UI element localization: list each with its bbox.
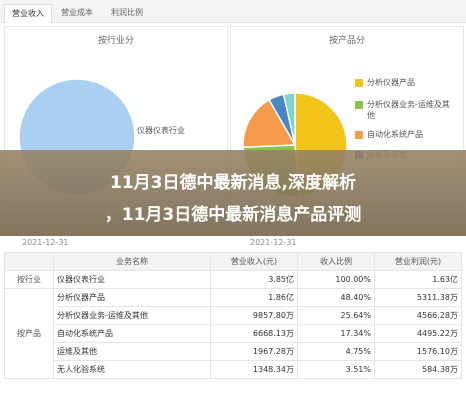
value-cell: 584.38万 (374, 360, 462, 379)
table-row: 无人化验系统 1348.34万 3.51% 584.38万 (5, 360, 462, 379)
legend-swatch (355, 131, 363, 139)
table-row: 按产品 分析仪器产品 1.86亿 48.40% 5311.38万 (4, 288, 462, 379)
business-name-cell: 无人化验系统 (53, 360, 211, 379)
column-header (4, 252, 54, 271)
industry-chart-title: 按行业分 (97, 36, 134, 46)
column-header: 营业利润(元) (374, 252, 462, 271)
value-cell: 4566.28万 (374, 306, 462, 325)
value-cell: 1.86亿 (210, 288, 298, 307)
value-cell: 4495.22万 (374, 324, 462, 343)
table-row: 按行业 仪器仪表行业 3.85亿 100.00% 1.63亿 (4, 270, 462, 289)
business-name-cell: 自动化系统产品 (53, 324, 211, 343)
pie-slice (282, 92, 296, 146)
value-cell: 100.00% (297, 270, 375, 289)
tab-profit-ratio[interactable]: 利润比例 (111, 8, 143, 17)
period-date: 2021-12-31 (250, 238, 297, 247)
period-date: 2021-12-31 (22, 238, 69, 247)
column-header: 收入比例 (297, 252, 375, 271)
value-cell: 1348.34万 (210, 360, 298, 379)
headline-line-2: ，11月3日德中最新消息产品评测 (104, 205, 362, 225)
tab-bar: 营业收入 营业成本 利润比例 (0, 0, 466, 23)
pie-slice (242, 98, 297, 149)
business-name-cell: 分析仪器产品 (53, 288, 211, 307)
column-header: 营业收入(元) (210, 252, 298, 271)
legend-label: 自动化系统产品 (367, 130, 423, 139)
value-cell: 1.63亿 (374, 270, 462, 289)
tab-revenue[interactable]: 营业收入 (4, 4, 52, 23)
legend-label: 分析仪器业务-运维及其他 (367, 100, 450, 120)
product-chart-title: 按产品分 (328, 36, 365, 46)
table-header-row: 业务名称 营业收入(元) 收入比例 营业利润(元) (4, 252, 462, 271)
business-name-cell: 运维及其他 (53, 342, 211, 361)
value-cell: 17.34% (297, 324, 375, 343)
category-cell: 按产品 (4, 288, 54, 379)
value-cell: 9857.80万 (210, 306, 298, 325)
legend-label: 分析仪器产品 (367, 78, 415, 87)
headline-banner: 11月3日德中最新消息,深度解析 ，11月3日德中最新消息产品评测 (0, 150, 466, 236)
table-row: 运维及其他 1967.28万 4.75% 1576.10万 (5, 342, 462, 361)
category-cell: 按行业 (4, 270, 54, 289)
value-cell: 4.75% (297, 342, 375, 361)
column-header: 业务名称 (53, 252, 211, 271)
table-row: 自动化系统产品 6668.13万 17.34% 4495.22万 (5, 324, 462, 343)
value-cell: 3.85亿 (210, 270, 298, 289)
value-cell: 1576.10万 (374, 342, 462, 361)
headline-line-1: 11月3日德中最新消息,深度解析 (110, 173, 356, 193)
legend-swatch (355, 79, 363, 87)
tab-cost[interactable]: 营业成本 (61, 8, 93, 17)
value-cell: 48.40% (297, 288, 375, 307)
value-cell: 3.51% (297, 360, 375, 379)
business-name-cell: 仪器仪表行业 (53, 270, 211, 289)
value-cell: 25.64% (297, 306, 375, 325)
value-cell: 6668.13万 (210, 324, 298, 343)
table-row: 分析仪器业务-运维及其他 9857.80万 25.64% 4566.28万 (5, 306, 462, 325)
legend-swatch (125, 127, 133, 135)
value-cell: 5311.38万 (374, 288, 462, 307)
value-cell: 1967.28万 (210, 342, 298, 361)
revenue-table: 业务名称 营业收入(元) 收入比例 营业利润(元) 按行业 仪器仪表行业 3.85亿… (4, 252, 462, 379)
legend-label: 仪器仪表行业 (137, 126, 185, 135)
business-name-cell: 分析仪器业务-运维及其他 (53, 306, 211, 325)
legend-swatch (355, 101, 363, 109)
